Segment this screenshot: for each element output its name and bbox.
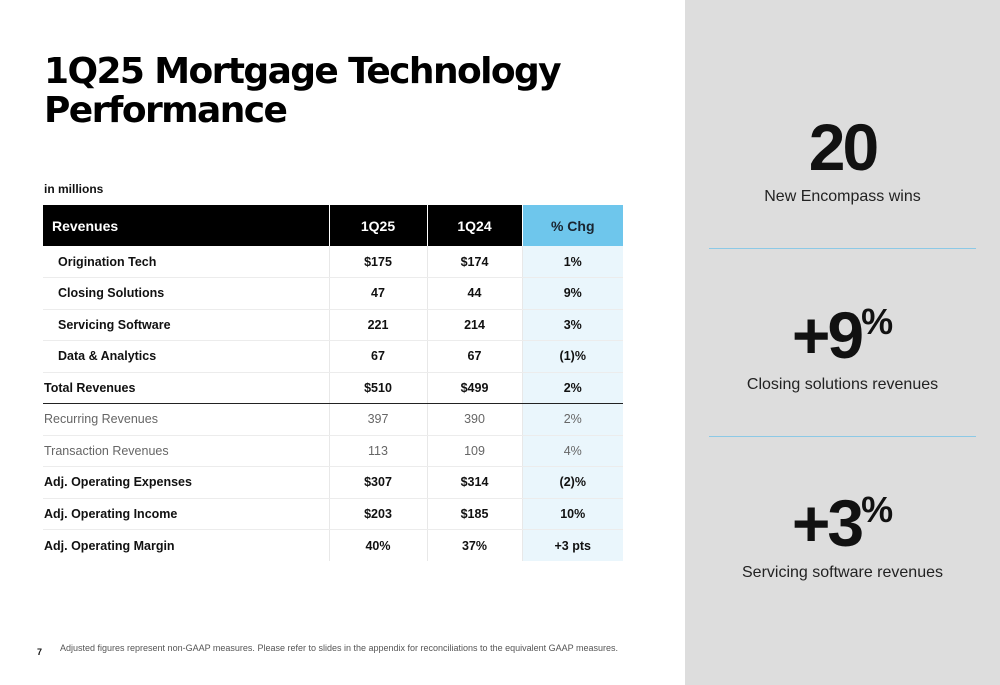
row-value-1q25: 397: [329, 403, 428, 436]
row-label: Data & Analytics: [43, 340, 330, 373]
row-value-1q25: 221: [329, 309, 428, 341]
page-number: 7: [37, 647, 43, 657]
header-pct-chg: % Chg: [522, 205, 623, 246]
row-value-1q24: 44: [427, 277, 523, 310]
stat-caption: New Encompass wins: [764, 188, 921, 205]
row-value-1q25: 40%: [329, 529, 428, 561]
page-title-line-2: Performance: [44, 90, 288, 131]
table-row-total: Total Revenues $510 $499 2%: [43, 371, 623, 404]
table-header-row: Revenues 1Q25 1Q24 % Chg: [43, 205, 623, 246]
table-row: Transaction Revenues 113 109 4%: [43, 435, 623, 467]
header-1q24: 1Q24: [427, 205, 523, 246]
row-value-pct-chg: 9%: [522, 277, 623, 310]
row-value-1q24: 37%: [427, 529, 523, 561]
table-row: Data & Analytics 67 67 (1)%: [43, 340, 623, 373]
stat-number: +3: [791, 486, 864, 560]
row-label: Closing Solutions: [43, 277, 330, 310]
row-value-1q25: $175: [329, 246, 428, 278]
highlights-panel: 20 New Encompass wins +9% Closing soluti…: [685, 0, 1000, 685]
row-value-1q25: $510: [329, 371, 428, 404]
row-value-1q24: $185: [427, 498, 523, 530]
table-row: Servicing Software 221 214 3%: [43, 309, 623, 341]
stat-value: +9%: [685, 301, 1000, 369]
row-label: Total Revenues: [43, 371, 330, 404]
row-value-1q24: $314: [427, 466, 523, 499]
row-value-pct-chg: 1%: [522, 246, 623, 278]
row-value-pct-chg: (2)%: [522, 466, 623, 499]
row-value-pct-chg: 2%: [522, 371, 623, 404]
highlight-stat: +9% Closing solutions revenues: [685, 302, 1000, 394]
row-label: Adj. Operating Expenses: [43, 466, 330, 499]
stat-suffix: %: [861, 489, 894, 530]
stat-number: 20: [808, 110, 879, 184]
row-label: Recurring Revenues: [43, 403, 330, 436]
row-value-1q25: 47: [329, 277, 428, 310]
footnote: Adjusted figures represent non-GAAP meas…: [60, 643, 618, 653]
divider: [709, 248, 976, 249]
table-row: Adj. Operating Margin 40% 37% +3 pts: [43, 529, 623, 561]
row-label: Origination Tech: [43, 246, 330, 278]
table-row: Closing Solutions 47 44 9%: [43, 277, 623, 310]
table-row: Recurring Revenues 397 390 2%: [43, 403, 623, 436]
header-revenues: Revenues: [43, 205, 330, 246]
highlight-stat: 20 New Encompass wins: [685, 114, 1000, 206]
page-title-line-1: 1Q25 Mortgage Technology: [44, 51, 562, 92]
units-note: in millions: [44, 182, 104, 196]
row-value-1q24: 390: [427, 403, 523, 436]
table-row: Origination Tech $175 $174 1%: [43, 246, 623, 278]
highlight-stat: +3% Servicing software revenues: [685, 490, 1000, 582]
row-value-1q24: 109: [427, 435, 523, 467]
row-value-pct-chg: +3 pts: [522, 529, 623, 561]
row-label: Transaction Revenues: [43, 435, 330, 467]
row-value-pct-chg: 10%: [522, 498, 623, 530]
stat-suffix: %: [861, 301, 894, 342]
row-value-1q25: 67: [329, 340, 428, 373]
row-value-1q25: $307: [329, 466, 428, 499]
row-value-1q24: 67: [427, 340, 523, 373]
stat-number: +9: [791, 298, 864, 372]
row-value-pct-chg: 3%: [522, 309, 623, 341]
row-value-pct-chg: 2%: [522, 403, 623, 436]
table-row: Adj. Operating Income $203 $185 10%: [43, 498, 623, 530]
row-value-1q24: $174: [427, 246, 523, 278]
row-value-1q24: $499: [427, 371, 523, 404]
page-title: 1Q25 Mortgage Technology Performance: [44, 52, 644, 130]
divider: [709, 436, 976, 437]
row-label: Servicing Software: [43, 309, 330, 341]
stat-caption: Closing solutions revenues: [746, 376, 939, 393]
row-value-1q24: 214: [427, 309, 523, 341]
stat-value: 20: [685, 114, 1000, 180]
row-value-1q25: $203: [329, 498, 428, 530]
performance-table: Revenues 1Q25 1Q24 % Chg Origination Tec…: [43, 205, 623, 561]
row-value-pct-chg: 4%: [522, 435, 623, 467]
row-value-1q25: 113: [329, 435, 428, 467]
stat-value: +3%: [685, 489, 1000, 557]
row-label: Adj. Operating Margin: [43, 529, 330, 561]
row-value-pct-chg: (1)%: [522, 340, 623, 373]
table-row: Adj. Operating Expenses $307 $314 (2)%: [43, 466, 623, 499]
row-label: Adj. Operating Income: [43, 498, 330, 530]
stat-caption: Servicing software revenues: [742, 564, 943, 581]
header-1q25: 1Q25: [329, 205, 428, 246]
